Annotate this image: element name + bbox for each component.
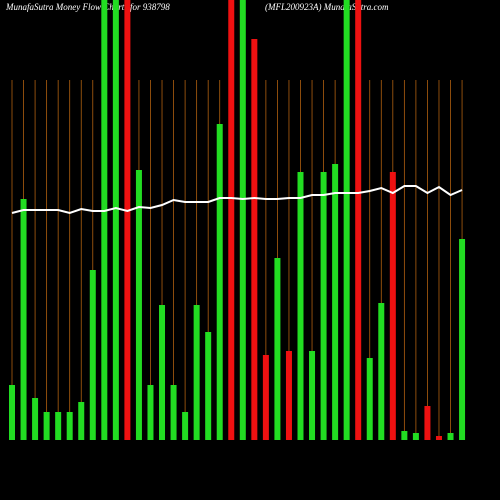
bar xyxy=(182,412,189,440)
bar xyxy=(262,355,269,440)
money-flow-line xyxy=(11,185,463,215)
bar xyxy=(101,0,108,440)
bar xyxy=(89,270,96,440)
bar xyxy=(78,402,85,440)
bar xyxy=(124,0,131,440)
bar xyxy=(239,0,246,440)
bar xyxy=(20,199,27,440)
bar xyxy=(205,332,212,440)
bar xyxy=(159,305,166,440)
bar xyxy=(147,385,154,440)
bar xyxy=(135,170,142,440)
bar xyxy=(170,385,177,440)
bar xyxy=(424,406,431,440)
bar xyxy=(412,433,419,440)
bar xyxy=(112,0,119,440)
bar xyxy=(309,351,316,440)
bar xyxy=(389,172,396,440)
bar xyxy=(193,305,200,440)
bar xyxy=(320,172,327,440)
bar xyxy=(216,124,223,440)
bar xyxy=(378,303,385,440)
bar xyxy=(228,0,235,440)
bar xyxy=(297,172,304,440)
bar xyxy=(32,398,39,440)
bar xyxy=(401,431,408,440)
bar xyxy=(285,351,292,440)
chart-title: MunafaSutra Money Flow Charts for 938798 xyxy=(5,2,170,12)
bar xyxy=(43,412,50,440)
bar xyxy=(251,39,258,440)
bar xyxy=(447,433,454,440)
bar xyxy=(366,358,373,440)
bar xyxy=(274,258,281,440)
bar xyxy=(332,164,339,440)
chart-subtitle: (MFL200923A) MunafaSutra.com xyxy=(265,2,389,12)
bar xyxy=(459,239,466,440)
bar xyxy=(355,0,362,440)
bar xyxy=(9,385,15,440)
bar xyxy=(55,412,62,440)
bar xyxy=(66,412,73,440)
bar xyxy=(435,436,442,440)
bar xyxy=(343,0,350,440)
